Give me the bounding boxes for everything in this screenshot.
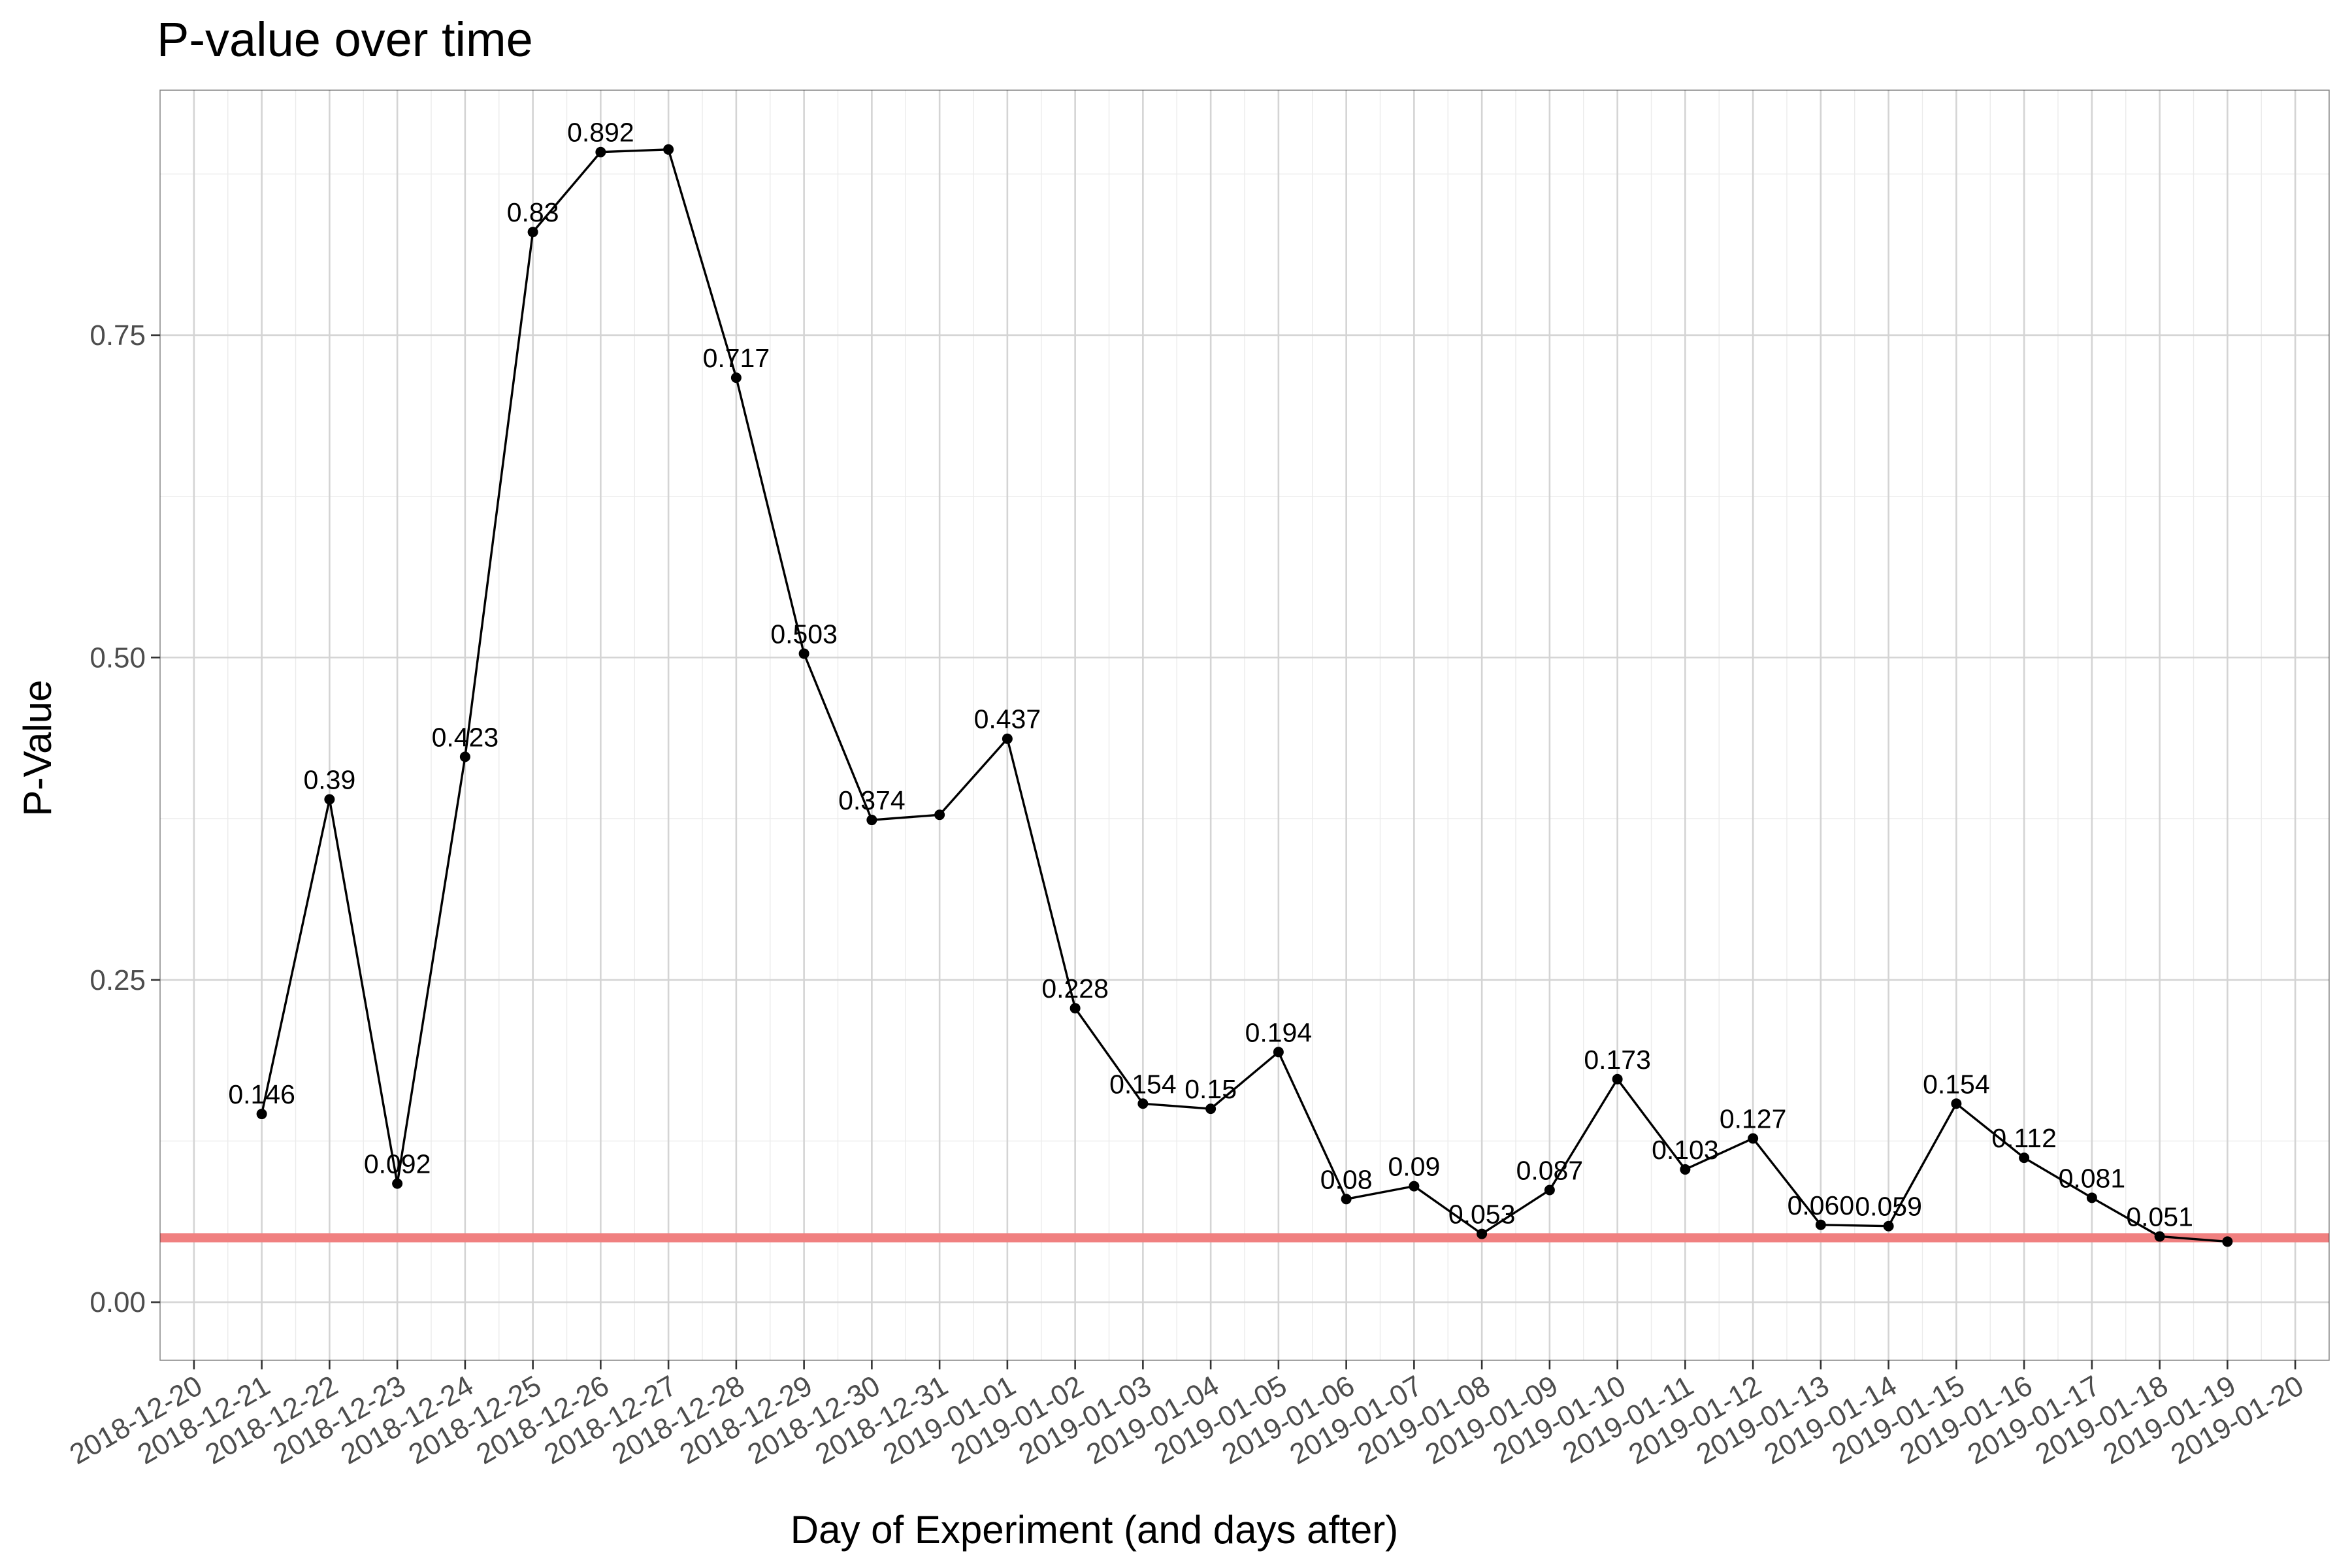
data-point (1002, 733, 1013, 744)
data-label: 0.83 (507, 197, 559, 227)
data-label: 0.087 (1516, 1155, 1584, 1185)
data-label: 0.892 (567, 118, 634, 148)
data-labels: 0.146 0.39 0.092 0.423 0.83 0.892 0.717 0.503 0.… (228, 118, 2193, 1232)
data-point (1477, 1228, 1488, 1239)
p-value-series (256, 144, 2233, 1247)
y-axis-title: P-Value (16, 679, 59, 816)
data-point (256, 1109, 267, 1120)
data-point (1137, 1098, 1149, 1109)
data-point (1680, 1164, 1691, 1175)
chart-title: P-value over time (157, 12, 533, 67)
panel-border (159, 90, 2330, 1361)
data-label: 0.374 (838, 785, 906, 815)
data-label: 0.154 (1923, 1069, 1990, 1099)
series-line (260, 148, 2228, 1243)
data-label: 0.423 (432, 722, 499, 752)
data-label: 0.112 (1991, 1123, 2057, 1153)
data-label: 0.081 (2059, 1163, 2126, 1193)
data-point (1612, 1073, 1623, 1085)
data-label: 0.503 (770, 619, 838, 649)
data-label: 0.173 (1584, 1045, 1651, 1075)
data-point (1815, 1219, 1826, 1230)
data-label: 0.060 (1788, 1190, 1855, 1220)
y-tick-label: 0.25 (90, 964, 146, 996)
data-label: 0.051 (2126, 1202, 2193, 1232)
y-tick-label: 0.75 (90, 319, 146, 351)
data-label: 0.08 (1320, 1164, 1373, 1194)
data-point (324, 794, 335, 805)
data-point (1341, 1194, 1352, 1205)
data-point (2154, 1231, 2165, 1242)
data-point (934, 809, 945, 821)
data-point (730, 372, 742, 384)
data-point (1409, 1181, 1420, 1192)
data-point (1544, 1184, 1555, 1196)
data-label: 0.146 (228, 1079, 295, 1109)
data-label: 0.127 (1720, 1104, 1787, 1134)
data-point (798, 648, 809, 659)
data-point (527, 227, 538, 238)
data-label: 0.09 (1388, 1152, 1440, 1182)
data-point (2086, 1192, 2097, 1203)
data-point (1951, 1098, 1962, 1109)
grid-lines (160, 90, 2329, 1360)
data-point (866, 815, 877, 826)
data-point (663, 144, 674, 155)
y-tick-label: 0.50 (90, 642, 146, 674)
data-point (2019, 1152, 2030, 1164)
data-point (1883, 1220, 1894, 1232)
data-point (1273, 1047, 1284, 1058)
data-point (1748, 1133, 1759, 1144)
data-point (459, 751, 470, 762)
data-label: 0.15 (1184, 1074, 1237, 1104)
data-label: 0.194 (1245, 1017, 1313, 1047)
data-label: 0.092 (364, 1149, 431, 1179)
y-tick-label: 0.00 (90, 1286, 146, 1318)
data-label: 0.717 (703, 343, 770, 373)
data-point (1070, 1003, 1081, 1014)
data-label: 0.39 (303, 764, 355, 794)
data-label: 0.059 (1855, 1192, 1922, 1222)
data-label: 0.437 (974, 704, 1041, 734)
y-axis: 0.00 0.25 0.50 0.75 (90, 319, 160, 1318)
data-point (392, 1178, 403, 1189)
x-axis-title: Day of Experiment (and days after) (791, 1508, 1398, 1552)
data-point (595, 146, 606, 157)
data-label: 0.053 (1448, 1200, 1516, 1230)
data-label: 0.103 (1652, 1135, 1719, 1165)
data-label: 0.154 (1109, 1069, 1177, 1099)
data-point (2222, 1236, 2233, 1247)
data-label: 0.228 (1041, 973, 1109, 1004)
data-point (1205, 1103, 1217, 1115)
